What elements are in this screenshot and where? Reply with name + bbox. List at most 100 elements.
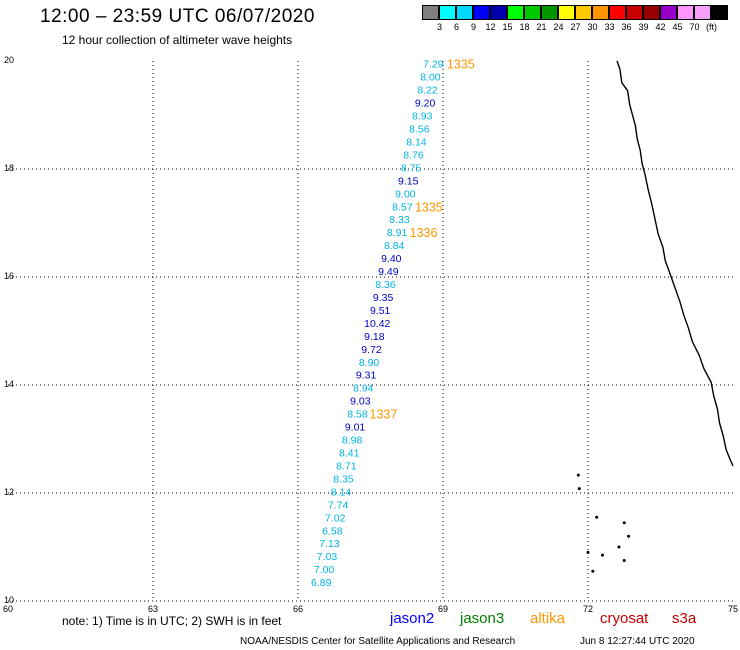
island <box>595 515 599 519</box>
legend-swatch <box>558 5 575 20</box>
page-title: 12:00 – 23:59 UTC 06/07/2020 <box>40 6 315 27</box>
x-tick-label: 72 <box>583 604 593 614</box>
wave-height-label: 9.00 <box>395 188 416 200</box>
legend-label: 33 <box>604 22 615 32</box>
time-label: 1336 <box>410 226 438 240</box>
legend-jason3: jason3 <box>460 610 505 627</box>
wave-height-label: 8.91 <box>387 227 408 239</box>
legend-swatch <box>694 5 711 20</box>
wave-height-label: 8.14 <box>331 486 352 498</box>
y-tick-label: 12 <box>4 487 14 497</box>
legend-label: (ft) <box>706 22 717 32</box>
legend-label: 30 <box>587 22 598 32</box>
wave-height-label: 8.76 <box>403 149 424 161</box>
time-label: 1335 <box>447 58 475 72</box>
legend-swatch <box>422 5 439 20</box>
legend-altika: altika <box>530 610 566 627</box>
wave-height-label: 7.13 <box>319 538 340 550</box>
legend-label: 36 <box>621 22 632 32</box>
wave-height-label: 7.03 <box>317 551 338 563</box>
legend-swatch <box>473 5 490 20</box>
wave-height-label: 8.71 <box>336 460 357 472</box>
y-tick-label: 14 <box>4 379 14 389</box>
legend-label: 15 <box>502 22 513 32</box>
legend-jason2: jason2 <box>390 610 435 627</box>
legend-swatch <box>456 5 473 20</box>
wave-height-label: 9.49 <box>378 266 399 278</box>
x-tick-label: 75 <box>728 604 738 614</box>
wave-height-label: 8.93 <box>412 111 433 123</box>
legend-swatch <box>609 5 626 20</box>
wave-height-label: 9.15 <box>398 175 419 187</box>
footer-credit: NOAA/NESDIS Center for Satellite Applica… <box>240 636 516 647</box>
wave-height-label: 10.42 <box>364 318 390 330</box>
wave-height-label: 8.58 <box>347 409 368 421</box>
wave-height-label: 8.33 <box>389 214 410 226</box>
wave-height-label: 6.58 <box>322 525 343 537</box>
time-label: 1337 <box>370 408 398 422</box>
wave-height-label: 9.18 <box>364 331 385 343</box>
wave-height-label: 7.74 <box>328 499 349 511</box>
y-tick-label: 10 <box>4 595 14 605</box>
legend-label: 6 <box>453 22 459 32</box>
x-tick-label: 60 <box>3 604 13 614</box>
legend-label: 24 <box>553 22 564 32</box>
island <box>627 534 631 538</box>
island <box>591 569 595 573</box>
island <box>577 487 581 491</box>
legend-label: 27 <box>570 22 581 32</box>
legend-swatch <box>439 5 456 20</box>
wave-height-label: 8.84 <box>384 240 405 252</box>
wave-height-label: 7.02 <box>325 512 346 524</box>
legend-label: 70 <box>689 22 700 32</box>
legend-label: 45 <box>672 22 683 32</box>
wave-height-label: 8.00 <box>420 72 441 84</box>
wave-height-label: 7.00 <box>314 564 335 576</box>
x-tick-label: 66 <box>293 604 303 614</box>
island <box>601 553 604 557</box>
y-tick-label: 18 <box>4 163 14 173</box>
wave-height-label: 8.41 <box>339 448 360 460</box>
legend-swatch <box>660 5 677 20</box>
legend-cryosat: cryosat <box>600 610 649 627</box>
legend-label: 42 <box>655 22 666 32</box>
legend-label: 18 <box>519 22 530 32</box>
island <box>576 473 580 477</box>
wave-height-label: 9.51 <box>370 305 391 317</box>
legend-s3a: s3a <box>672 610 697 627</box>
footer-timestamp: Jun 8 12:27:44 UTC 2020 <box>580 636 695 647</box>
legend-swatch <box>592 5 609 20</box>
legend-label: 3 <box>436 22 442 32</box>
wave-height-label: 8.94 <box>353 383 374 395</box>
page-subtitle: 12 hour collection of altimeter wave hei… <box>62 33 293 47</box>
island <box>617 545 621 549</box>
wave-height-label: 8.90 <box>359 357 380 369</box>
x-tick-label: 69 <box>438 604 448 614</box>
note-text: note: 1) Time is in UTC; 2) SWH is in fe… <box>62 614 282 628</box>
wave-height-label: 9.35 <box>373 292 394 304</box>
legend-swatch <box>677 5 694 20</box>
island <box>586 550 590 554</box>
legend-swatch <box>541 5 558 20</box>
legend-swatch <box>711 5 728 20</box>
wave-height-label: 8.57 <box>392 201 413 213</box>
wave-height-label: 9.31 <box>356 370 377 382</box>
y-tick-label: 20 <box>4 55 14 65</box>
wave-height-label: 9.03 <box>350 396 371 408</box>
wave-height-label: 9.20 <box>415 98 436 110</box>
legend-swatch <box>524 5 541 20</box>
legend-swatch <box>575 5 592 20</box>
x-tick-label: 63 <box>148 604 158 614</box>
wave-height-label: 9.01 <box>345 422 366 434</box>
wave-height-label: 9.72 <box>361 344 382 356</box>
wave-height-label: 6.89 <box>311 577 332 589</box>
y-tick-label: 16 <box>4 271 14 281</box>
island <box>622 521 626 525</box>
legend-swatch <box>643 5 660 20</box>
legend-label: 39 <box>638 22 649 32</box>
wave-height-label: 9.40 <box>381 253 402 265</box>
legend-swatch <box>490 5 507 20</box>
island <box>622 559 626 562</box>
time-label: 1335 <box>415 200 443 214</box>
wave-height-label: 8.36 <box>375 279 396 291</box>
